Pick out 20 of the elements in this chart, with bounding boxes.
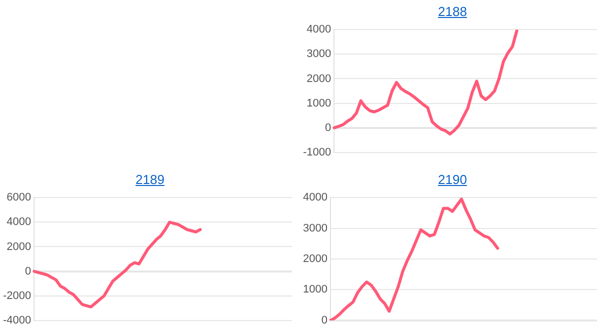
chart-title: 2189: [134, 172, 166, 188]
y-tick-label: 0: [325, 122, 332, 134]
y-tick-label: 0: [25, 265, 32, 278]
y-tick-label: 2000: [306, 72, 332, 85]
y-tick-label: -1000: [302, 146, 332, 158]
y-tick-label: 4000: [6, 216, 32, 228]
y-tick-label: -4000: [2, 314, 32, 326]
y-tick-label: 6000: [6, 192, 32, 204]
chart-title: 2188: [437, 4, 468, 20]
y-tick-label: 3000: [306, 48, 332, 60]
y-tick-label: 2000: [6, 240, 32, 253]
y-tick-label: 1000: [306, 97, 332, 110]
y-tick-label: 0: [321, 314, 328, 326]
y-tick-label: -2000: [2, 290, 32, 302]
chart-title: 2190: [437, 172, 468, 188]
y-tick-label: 4000: [306, 24, 332, 36]
y-tick-label: 3000: [302, 222, 328, 234]
y-tick-label: 1000: [302, 284, 328, 296]
y-tick-label: 2000: [302, 253, 328, 266]
y-tick-label: 4000: [302, 192, 328, 204]
